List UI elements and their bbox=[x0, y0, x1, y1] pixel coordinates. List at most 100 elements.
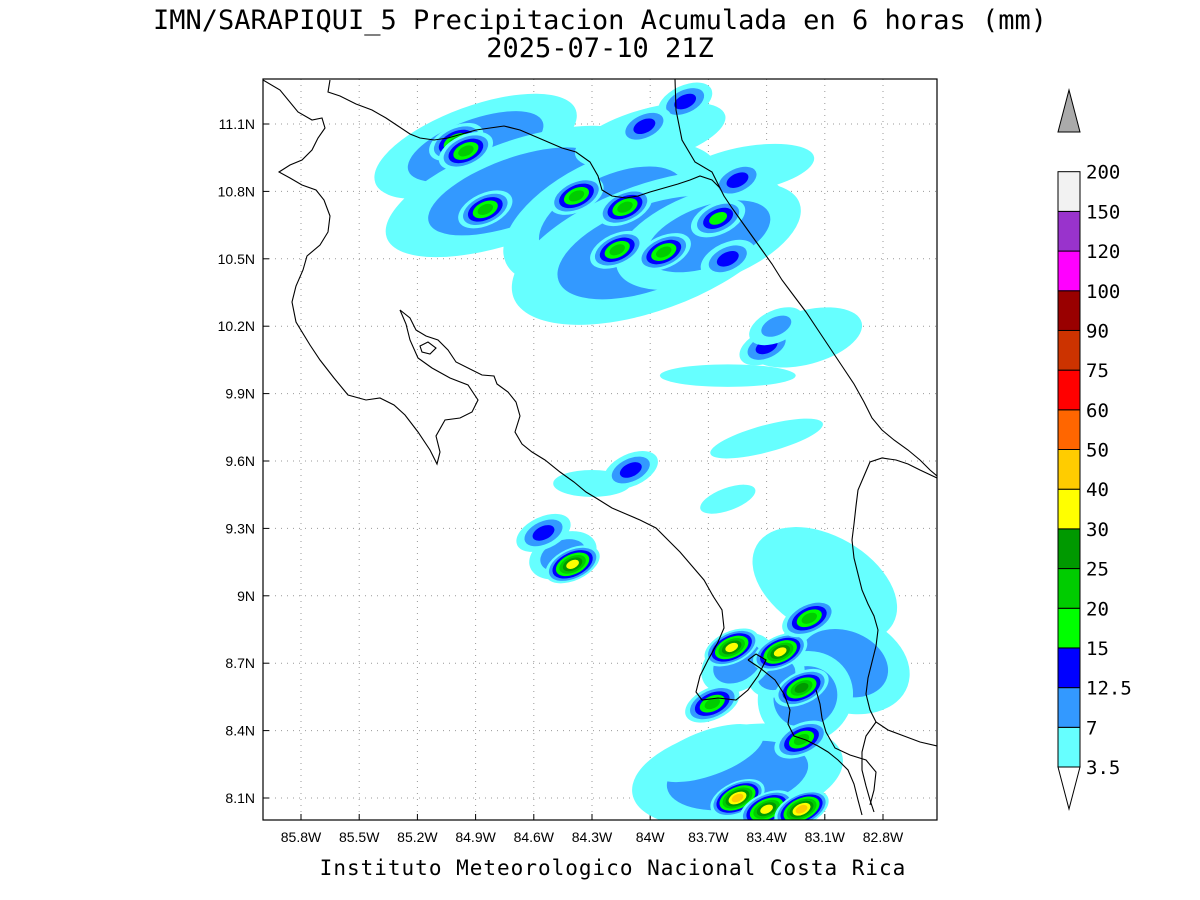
rain-cell bbox=[709, 211, 728, 225]
colorbar-label: 3.5 bbox=[1086, 757, 1120, 779]
lat-tick-label: 10.5N bbox=[218, 251, 255, 267]
colorbar-label: 75 bbox=[1086, 360, 1109, 382]
colorbar-swatch bbox=[1057, 607, 1081, 649]
lat-tick-label: 9.6N bbox=[225, 453, 255, 469]
colorbar-label: 100 bbox=[1086, 281, 1120, 303]
colorbar-swatch bbox=[1057, 528, 1081, 570]
rain-cell bbox=[726, 172, 749, 188]
colorbar-swatch bbox=[1057, 210, 1081, 252]
longitude-labels: 85.8W 85.5W 85.2W 84.9W 84.6W 84.3W 84W 83.7W 83… bbox=[281, 829, 904, 845]
footer-credit: Instituto Meteorologico Nacional Costa R… bbox=[319, 856, 907, 880]
rain-cell bbox=[760, 804, 773, 814]
colorbar-label: 7 bbox=[1086, 717, 1097, 739]
colorbar-label: 15 bbox=[1086, 638, 1109, 660]
panama-pacific bbox=[861, 721, 877, 813]
lon-tick-label: 84.3W bbox=[572, 829, 613, 845]
colorbar-lower-arrow bbox=[1057, 766, 1081, 811]
colorbar-label: 60 bbox=[1086, 400, 1109, 422]
rain-cell bbox=[633, 118, 656, 135]
map-title: IMN/SARAPIQUI_5 Precipitacion Acumulada … bbox=[152, 5, 1048, 36]
osa-peninsula bbox=[747, 659, 863, 816]
colorbar-label: 12.5 bbox=[1086, 678, 1132, 700]
colorbar-swatch bbox=[1057, 171, 1081, 212]
lat-tick-label: 11.1N bbox=[219, 116, 255, 132]
map-valid-time: 2025-07-10 21Z bbox=[486, 33, 714, 64]
rain-cell bbox=[773, 647, 787, 657]
colorbar-swatch bbox=[1057, 568, 1081, 609]
colorbar-swatch bbox=[1057, 687, 1081, 728]
colorbar-swatch bbox=[1057, 449, 1081, 490]
lat-tick-label: 8.4N bbox=[225, 723, 255, 739]
colorbar-label: 200 bbox=[1086, 162, 1120, 184]
caribbean-coastline bbox=[674, 79, 937, 477]
rain-band bbox=[653, 724, 764, 783]
colorbar-label: 20 bbox=[1086, 598, 1109, 620]
lon-tick-label: 85.5W bbox=[339, 829, 380, 845]
lon-tick-label: 83.1W bbox=[805, 829, 846, 845]
nicoya-gulf-inner bbox=[399, 309, 767, 701]
colorbar-swatch bbox=[1057, 647, 1081, 689]
rain-cell bbox=[725, 642, 738, 653]
rain-cell bbox=[731, 793, 744, 803]
lon-tick-label: 85.8W bbox=[281, 829, 322, 845]
latitude-labels: 11.1N 10.8N 10.5N 10.2N 9.9N 9.6N 9.3N 9N 8.7N 8.… bbox=[218, 116, 255, 806]
rain-band bbox=[752, 527, 898, 643]
rain-cell bbox=[532, 525, 555, 541]
rain-field bbox=[374, 82, 910, 820]
rain-cell bbox=[794, 682, 809, 693]
rain-cell bbox=[609, 244, 625, 256]
rain-cell bbox=[617, 201, 633, 213]
rain-band bbox=[700, 484, 756, 514]
rain-cell bbox=[761, 315, 792, 337]
rain-cell bbox=[566, 559, 579, 569]
colorbar-label: 25 bbox=[1086, 559, 1109, 581]
lon-tick-label: 84W bbox=[636, 829, 666, 845]
rain-cell bbox=[674, 93, 697, 110]
lat-tick-label: 10.8N bbox=[218, 183, 255, 199]
coastline bbox=[263, 79, 937, 816]
lat-tick-label: 9N bbox=[237, 588, 255, 604]
colorbar-swatch bbox=[1057, 250, 1081, 292]
lat-tick-label: 8.1N bbox=[225, 790, 255, 806]
lon-tick-label: 84.6W bbox=[514, 829, 555, 845]
rain-cell bbox=[619, 462, 642, 478]
colorbar-label: 30 bbox=[1086, 519, 1109, 541]
lat-tick-label: 8.7N bbox=[225, 655, 255, 671]
colorbar-label: 90 bbox=[1086, 320, 1109, 342]
rain-cell bbox=[795, 804, 808, 814]
rain-cell bbox=[656, 246, 672, 258]
nicaragua-border bbox=[327, 79, 721, 199]
island bbox=[419, 341, 437, 355]
lat-tick-label: 9.9N bbox=[225, 386, 255, 402]
colorbar-label: 50 bbox=[1086, 440, 1109, 462]
colorbar-label: 150 bbox=[1086, 201, 1120, 223]
lon-tick-label: 82.8W bbox=[863, 829, 904, 845]
rain-band bbox=[710, 418, 823, 459]
rain-cell bbox=[801, 612, 817, 624]
colorbar-swatch bbox=[1057, 290, 1081, 331]
plot-frame bbox=[262, 78, 938, 821]
pacific-coastline-north bbox=[263, 79, 479, 466]
colorbar-swatch bbox=[1057, 329, 1081, 371]
rain-cell bbox=[458, 145, 474, 157]
lon-tick-label: 84.9W bbox=[455, 829, 496, 845]
colorbar-swatch bbox=[1057, 726, 1081, 768]
colorbar: 3.5 7 12.5 15 20 25 30 40 50 60 75 90 100 120 150 200 bbox=[1057, 88, 1132, 811]
rain-cell bbox=[568, 190, 585, 202]
lat-tick-label: 10.2N bbox=[218, 318, 255, 334]
lon-tick-label: 83.7W bbox=[688, 829, 729, 845]
lon-tick-label: 85.2W bbox=[397, 829, 438, 845]
rain-cell bbox=[477, 203, 494, 215]
lon-tick-label: 83.4W bbox=[746, 829, 787, 845]
colorbar-swatch bbox=[1057, 488, 1081, 530]
lat-tick-label: 9.3N bbox=[225, 520, 255, 536]
rain-cell bbox=[716, 251, 739, 267]
golfo-dulce bbox=[815, 689, 877, 806]
panama-border bbox=[851, 457, 937, 747]
colorbar-label: 120 bbox=[1086, 241, 1120, 263]
colorbar-swatch bbox=[1057, 369, 1081, 411]
colorbar-label: 40 bbox=[1086, 479, 1109, 501]
colorbar-swatch bbox=[1057, 409, 1081, 450]
rain-cell bbox=[704, 698, 720, 710]
